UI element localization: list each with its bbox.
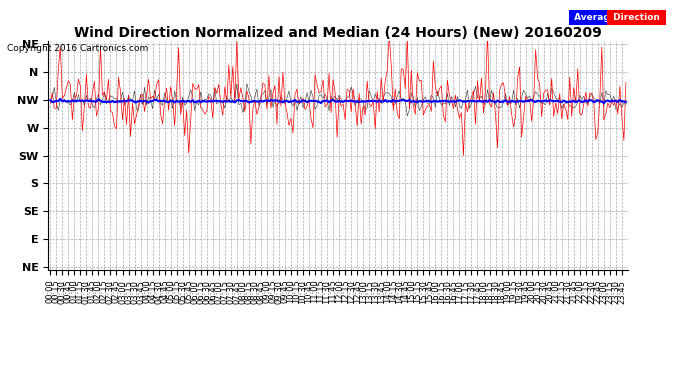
- Title: Wind Direction Normalized and Median (24 Hours) (New) 20160209: Wind Direction Normalized and Median (24…: [75, 26, 602, 40]
- Text: Average: Average: [571, 13, 620, 22]
- Text: Direction: Direction: [610, 13, 663, 22]
- Text: Copyright 2016 Cartronics.com: Copyright 2016 Cartronics.com: [7, 44, 148, 52]
